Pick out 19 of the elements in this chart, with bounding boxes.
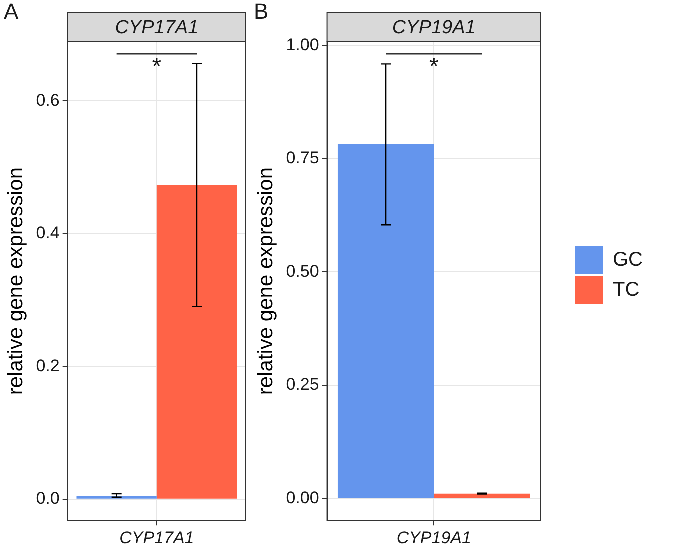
y-tick-label: 0.6 [36,90,60,110]
annotation: * [152,54,162,81]
legend-label: GC [613,248,643,272]
y-tick-label: 0.0 [36,489,60,508]
chart-title: CYP17A1 [115,17,199,38]
text: B [254,0,269,24]
chart-title: CYP19A1 [392,17,476,38]
text: A [4,0,19,24]
y-tick-label: 0.00 [286,488,320,508]
y-tick-label: 0.25 [286,375,320,394]
y-axis-title: relative gene expression [4,167,28,396]
legend-label: TC [613,278,640,302]
y-tick-label: 1.00 [286,35,320,54]
y-axis-title: relative gene expression [254,167,278,396]
y-tick-label: 0.50 [286,262,320,281]
y-tick-label: 0.4 [36,224,60,243]
y-tick-label: 0.2 [36,356,60,376]
annotation: * [429,54,439,81]
y-tick-label: 0.75 [286,148,320,168]
